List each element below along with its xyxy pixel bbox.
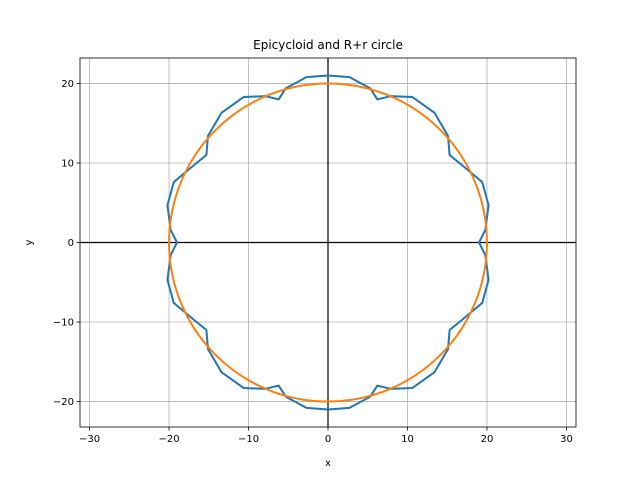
circle-series	[168, 82, 488, 403]
y-tick-label: 10	[61, 158, 74, 169]
series-layer	[166, 74, 490, 411]
x-tick-label: −30	[79, 434, 100, 445]
y-tick-label: 0	[68, 238, 74, 249]
x-tick-label: 10	[401, 434, 414, 445]
chart-title: Epicycloid and R+r circle	[253, 38, 403, 52]
y-tick-label: −20	[53, 397, 74, 408]
x-tick-label: −10	[238, 434, 259, 445]
y-axis-label: y	[24, 239, 35, 245]
x-axis-label: x	[325, 458, 331, 469]
ticks: −30 −20 −10 0 10 20 30 −20 −10 0 10 20	[53, 79, 573, 445]
x-tick-label: −20	[158, 434, 179, 445]
x-tick-label: 0	[325, 434, 331, 445]
epicycloid-series	[166, 74, 490, 411]
x-tick-label: 20	[481, 434, 494, 445]
x-tick-label: 30	[560, 434, 573, 445]
reference-lines	[80, 58, 576, 427]
y-tick-label: 20	[61, 79, 74, 90]
y-tick-label: −10	[53, 318, 74, 329]
